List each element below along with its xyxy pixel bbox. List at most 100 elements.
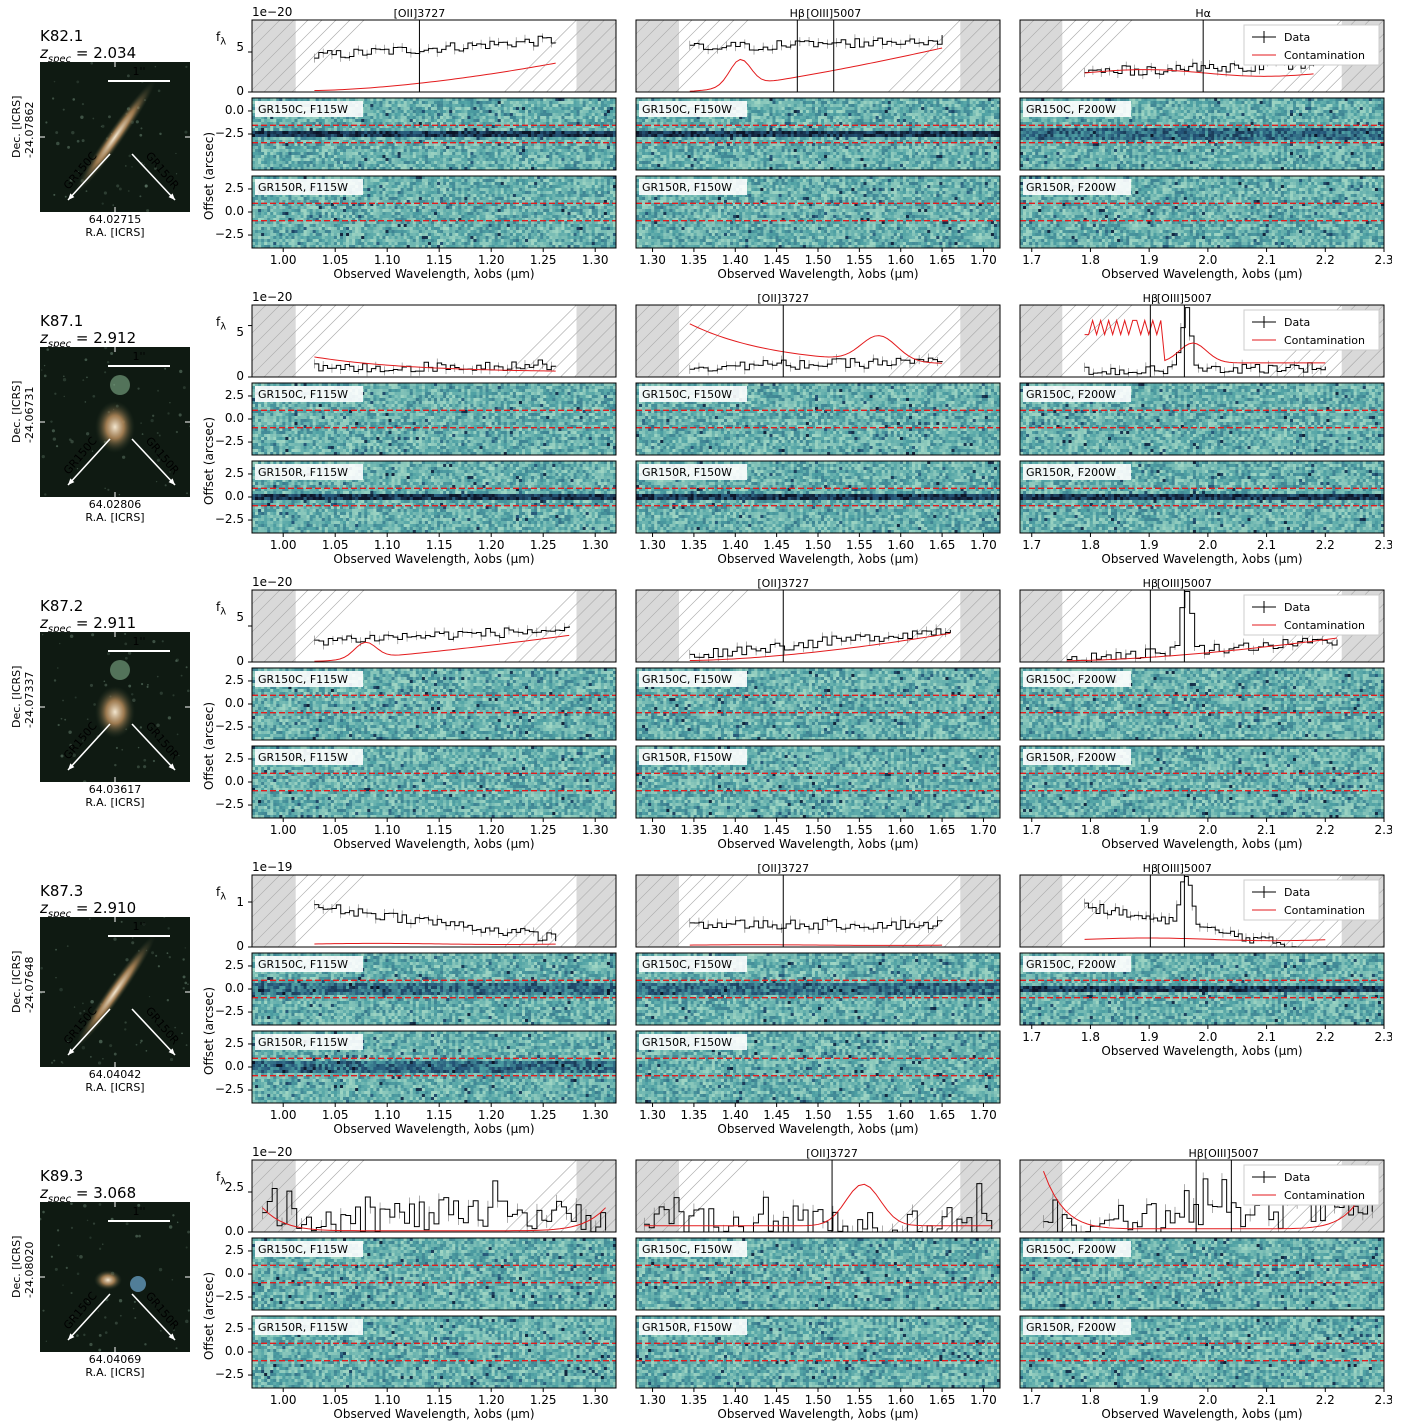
axis-exponent: 1e−20 bbox=[252, 575, 292, 589]
emission-line-label: Hβ bbox=[790, 7, 805, 20]
x-tick-label: 1.50 bbox=[805, 1108, 832, 1122]
x-tick-label: 1.9 bbox=[1140, 1030, 1159, 1044]
x-tick-label: 1.30 bbox=[582, 538, 609, 552]
x-tick-label: 2.3 bbox=[1374, 823, 1392, 837]
x-axis-label: Observed Wavelength, λobs (μm) bbox=[717, 1122, 918, 1136]
x-tick-label: 1.8 bbox=[1081, 1393, 1100, 1407]
grism-filter-label: GR150C, F150W bbox=[642, 103, 732, 116]
object-id: K87.2 bbox=[40, 597, 83, 615]
offset-tick-label: −2.5 bbox=[208, 1082, 244, 1096]
dec-value: -24.06731 bbox=[23, 393, 36, 443]
legend-data-label: Data bbox=[1284, 31, 1310, 44]
emission-line-label: Hα bbox=[1195, 7, 1211, 20]
x-tick-label: 1.05 bbox=[322, 253, 349, 267]
x-tick-label: 1.00 bbox=[270, 1393, 297, 1407]
x-axis-label: Observed Wavelength, λobs (μm) bbox=[333, 1122, 534, 1136]
grism-filter-label: GR150C, F115W bbox=[258, 388, 348, 401]
grism-filter-label: GR150C, F200W bbox=[1026, 1243, 1116, 1256]
x-tick-label: 1.20 bbox=[478, 538, 505, 552]
offset-tick-label: 0.0 bbox=[208, 1059, 244, 1073]
galaxy-shape bbox=[110, 660, 130, 680]
x-tick-label: 1.50 bbox=[805, 538, 832, 552]
ra-axis-title: R.A. [ICRS] bbox=[40, 511, 190, 524]
dec-axis-title: Dec. [ICRS] bbox=[10, 1248, 23, 1298]
offset-tick-label: 0.0 bbox=[208, 103, 244, 117]
ra-value: 64.02806 bbox=[40, 498, 190, 511]
offset-tick-label: −2.5 bbox=[208, 126, 244, 140]
emission-line-label: [OIII]5007 bbox=[1204, 1147, 1259, 1160]
x-tick-label: 1.30 bbox=[639, 823, 666, 837]
legend-contamination-label: Contamination bbox=[1284, 1189, 1365, 1202]
x-tick-label: 1.7 bbox=[1022, 538, 1041, 552]
grism-filter-label: GR150C, F150W bbox=[642, 388, 732, 401]
x-tick-label: 1.25 bbox=[530, 823, 557, 837]
grism-filter-label: GR150R, F150W bbox=[642, 751, 732, 764]
x-tick-label: 1.30 bbox=[582, 1393, 609, 1407]
grism-filter-label: GR150R, F150W bbox=[642, 466, 732, 479]
offset-tick-label: −2.5 bbox=[208, 1004, 244, 1018]
dec-value: -24.07648 bbox=[23, 963, 36, 1013]
x-tick-label: 1.55 bbox=[846, 1108, 873, 1122]
ra-value: 64.02715 bbox=[40, 213, 190, 226]
x-axis-label: Observed Wavelength, λobs (μm) bbox=[333, 552, 534, 566]
x-tick-label: 1.45 bbox=[763, 253, 790, 267]
axis-exponent: 1e−19 bbox=[252, 860, 292, 874]
x-tick-label: 1.35 bbox=[681, 823, 708, 837]
grism-filter-label: GR150C, F200W bbox=[1026, 103, 1116, 116]
x-tick-label: 1.00 bbox=[270, 823, 297, 837]
dec-label: Dec. [ICRS]-24.06731 bbox=[10, 393, 36, 443]
x-tick-label: 1.10 bbox=[374, 1393, 401, 1407]
x-axis-label: Observed Wavelength, λobs (μm) bbox=[333, 837, 534, 851]
x-tick-label: 1.8 bbox=[1081, 538, 1100, 552]
redshift-value: 2.911 bbox=[93, 614, 136, 632]
offset-tick-label: 0.0 bbox=[208, 411, 244, 425]
emission-line-label: [OII]3727 bbox=[806, 1147, 858, 1160]
x-tick-label: 1.40 bbox=[722, 1393, 749, 1407]
galaxy-shape bbox=[95, 401, 135, 453]
grism-filter-label: GR150C, F115W bbox=[258, 673, 348, 686]
x-tick-label: 1.70 bbox=[970, 253, 997, 267]
scale-bar-label: 1'' bbox=[132, 350, 145, 363]
x-tick-label: 1.30 bbox=[639, 538, 666, 552]
x-axis-label: Observed Wavelength, λobs (μm) bbox=[333, 1407, 534, 1421]
y-tick-label: 5 bbox=[214, 610, 244, 624]
grism-filter-label: GR150R, F150W bbox=[642, 1036, 732, 1049]
grism-filter-label: GR150R, F115W bbox=[258, 1321, 348, 1334]
y-tick-label: 0 bbox=[214, 369, 244, 383]
x-tick-label: 2.0 bbox=[1198, 823, 1217, 837]
offset-tick-label: 0.0 bbox=[208, 489, 244, 503]
x-tick-label: 1.05 bbox=[322, 1108, 349, 1122]
offset-tick-label: 2.5 bbox=[208, 1036, 244, 1050]
redshift-value: 2.912 bbox=[93, 329, 136, 347]
redshift-value: 3.068 bbox=[93, 1184, 136, 1202]
x-tick-label: 1.60 bbox=[887, 823, 914, 837]
x-axis-label: Observed Wavelength, λobs (μm) bbox=[1101, 1407, 1302, 1421]
offset-tick-label: 0.0 bbox=[208, 696, 244, 710]
dec-label: Dec. [ICRS]-24.08020 bbox=[10, 1248, 36, 1298]
offset-tick-label: 2.5 bbox=[208, 958, 244, 972]
object-id: K89.3 bbox=[40, 1167, 83, 1185]
x-tick-label: 1.50 bbox=[805, 1393, 832, 1407]
grism-filter-label: GR150R, F200W bbox=[1026, 1321, 1116, 1334]
offset-tick-label: −2.5 bbox=[208, 797, 244, 811]
x-axis-label: Observed Wavelength, λobs (μm) bbox=[717, 837, 918, 851]
x-tick-label: 1.25 bbox=[530, 253, 557, 267]
x-tick-label: 1.00 bbox=[270, 1108, 297, 1122]
legend-data-label: Data bbox=[1284, 1171, 1310, 1184]
galaxy-shape bbox=[130, 1276, 146, 1292]
emission-line-label: [OII]3727 bbox=[757, 862, 809, 875]
scale-bar-label: 1'' bbox=[132, 65, 145, 78]
x-axis-label: Observed Wavelength, λobs (μm) bbox=[333, 267, 534, 281]
x-axis-label: Observed Wavelength, λobs (μm) bbox=[717, 267, 918, 281]
x-tick-label: 1.9 bbox=[1140, 538, 1159, 552]
offset-tick-label: 2.5 bbox=[208, 1321, 244, 1335]
emission-line-label: [OII]3727 bbox=[394, 7, 446, 20]
legend-contamination-label: Contamination bbox=[1284, 49, 1365, 62]
